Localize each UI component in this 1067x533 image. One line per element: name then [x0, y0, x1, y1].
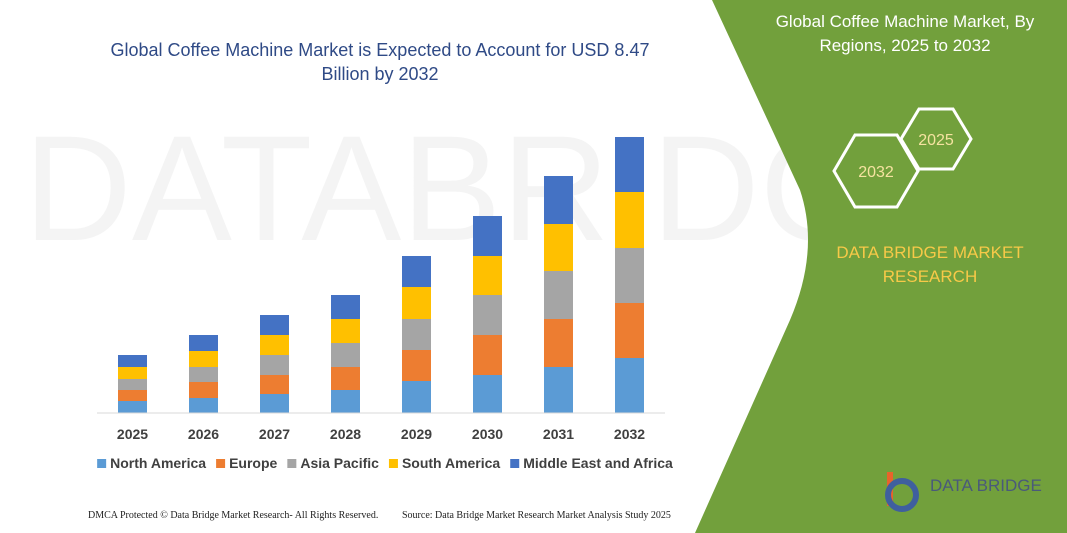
bar-segment [473, 375, 502, 413]
bar-segment [331, 390, 360, 413]
bar-segment [189, 335, 218, 351]
footer-right: Source: Data Bridge Market Research Mark… [402, 510, 671, 521]
bar-segment [615, 303, 644, 358]
bar-segment [402, 319, 431, 350]
bar-segment [189, 367, 218, 382]
bar-segment [331, 343, 360, 367]
x-tick-label: 2025 [117, 426, 148, 442]
bar-segment [473, 256, 502, 295]
x-tick-label: 2031 [543, 426, 574, 442]
bar-segment [189, 398, 218, 413]
bar-segment [544, 176, 573, 224]
x-tick-label: 2028 [330, 426, 361, 442]
bar-segment [118, 401, 147, 413]
bar-segment [189, 382, 218, 398]
bar-segment [544, 367, 573, 413]
bar-segment [615, 248, 644, 303]
legend-label: North America [110, 455, 206, 471]
hexagon-label: 2032 [858, 164, 894, 181]
hexagon [832, 133, 920, 209]
bar-segment [118, 367, 147, 379]
bar-segment [544, 224, 573, 271]
bar-segment [189, 351, 218, 367]
hexagon-label: 2025 [918, 132, 954, 149]
bar-segment [260, 355, 289, 375]
legend-swatch [510, 459, 520, 468]
bar-segment [402, 350, 431, 381]
x-tick-label: 2030 [472, 426, 503, 442]
bar-segment [331, 295, 360, 319]
bar-segment [118, 379, 147, 390]
bar-segment [331, 367, 360, 390]
bar-segment [402, 381, 431, 413]
bar-segment [473, 335, 502, 375]
legend-label: South America [402, 455, 500, 471]
bar-segment [615, 137, 644, 192]
legend-swatch [97, 459, 107, 468]
bar-segment [118, 355, 147, 367]
bar-segment [402, 287, 431, 319]
legend-label: Europe [229, 455, 277, 471]
brand-text: DATA BRIDGE MARKET RESEARCH [836, 243, 1024, 286]
bar-segment [473, 216, 502, 256]
x-tick-label: 2026 [188, 426, 219, 442]
legend-swatch [388, 459, 398, 468]
legend-swatch [216, 459, 226, 468]
bar-segment [402, 256, 431, 287]
bar-segment [615, 192, 644, 248]
legend-label: Asia Pacific [300, 455, 379, 471]
bar-segment [260, 335, 289, 355]
legend-swatch [287, 459, 297, 468]
bar-segment [615, 358, 644, 413]
chart-title: Global Coffee Machine Market is Expected… [110, 40, 650, 84]
bar-segment [331, 319, 360, 343]
bar-segment [544, 271, 573, 319]
bar-segment [118, 390, 147, 401]
bar-segment [260, 375, 289, 394]
x-tick-label: 2029 [401, 426, 432, 442]
x-tick-label: 2032 [614, 426, 645, 442]
legend-label: Middle East and Africa [523, 455, 673, 471]
logo-text: DATA BRIDGE [930, 476, 1042, 495]
bar-segment [473, 295, 502, 335]
logo-icon [885, 472, 919, 512]
footer-left: DMCA Protected © Data Bridge Market Rese… [88, 510, 378, 521]
bar-segment [544, 319, 573, 367]
x-tick-label: 2027 [259, 426, 290, 442]
bar-segment [260, 394, 289, 413]
bar-segment [260, 315, 289, 335]
side-panel-bg [695, 0, 1067, 533]
panel-title: Global Coffee Machine Market, By Regions… [775, 12, 1035, 55]
